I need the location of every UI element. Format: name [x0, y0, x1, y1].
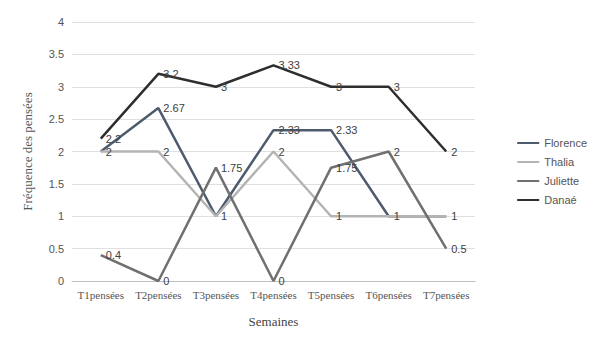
svg-text:2: 2	[394, 146, 400, 158]
svg-text:1.75: 1.75	[221, 162, 242, 174]
svg-text:2.5: 2.5	[49, 113, 64, 125]
svg-text:0: 0	[163, 275, 169, 287]
svg-text:2: 2	[163, 146, 169, 158]
svg-text:1: 1	[221, 210, 227, 222]
svg-text:1.75: 1.75	[336, 162, 357, 174]
svg-text:3: 3	[336, 81, 342, 93]
svg-text:0.5: 0.5	[49, 243, 64, 255]
svg-text:0: 0	[279, 275, 285, 287]
svg-text:0: 0	[58, 275, 64, 287]
svg-text:Semaines: Semaines	[249, 314, 299, 329]
svg-text:T3pensées: T3pensées	[193, 289, 239, 301]
svg-text:3.2: 3.2	[163, 68, 178, 80]
svg-text:1.5: 1.5	[49, 178, 64, 190]
svg-text:1: 1	[336, 210, 342, 222]
svg-text:4: 4	[58, 16, 64, 28]
svg-text:Florence: Florence	[544, 137, 587, 149]
svg-text:T5pensées: T5pensées	[308, 289, 354, 301]
svg-text:Fréquence des pensées: Fréquence des pensées	[20, 92, 35, 210]
svg-text:3.33: 3.33	[279, 59, 300, 71]
svg-text:Thalia: Thalia	[544, 156, 575, 168]
svg-text:Juliette: Juliette	[544, 175, 579, 187]
svg-text:3.5: 3.5	[49, 48, 64, 60]
svg-text:T6pensées: T6pensées	[365, 289, 411, 301]
svg-text:3: 3	[394, 81, 400, 93]
svg-text:2.2: 2.2	[106, 133, 121, 145]
svg-text:1: 1	[451, 210, 457, 222]
svg-text:2.67: 2.67	[163, 102, 184, 114]
svg-text:3: 3	[221, 81, 227, 93]
svg-text:2: 2	[58, 146, 64, 158]
svg-text:T7pensées: T7pensées	[423, 289, 469, 301]
svg-text:2.33: 2.33	[336, 124, 357, 136]
svg-text:1: 1	[58, 210, 64, 222]
svg-text:T2pensées: T2pensées	[135, 289, 181, 301]
svg-text:0.4: 0.4	[106, 249, 121, 261]
svg-text:T1pensées: T1pensées	[78, 289, 124, 301]
svg-text:3: 3	[58, 81, 64, 93]
svg-text:T4pensées: T4pensées	[250, 289, 296, 301]
svg-text:2: 2	[106, 146, 112, 158]
svg-text:0.5: 0.5	[451, 243, 466, 255]
svg-text:2: 2	[279, 146, 285, 158]
svg-text:2: 2	[451, 146, 457, 158]
svg-text:1: 1	[394, 210, 400, 222]
svg-text:2.33: 2.33	[279, 124, 300, 136]
svg-text:Danaé: Danaé	[544, 194, 576, 206]
